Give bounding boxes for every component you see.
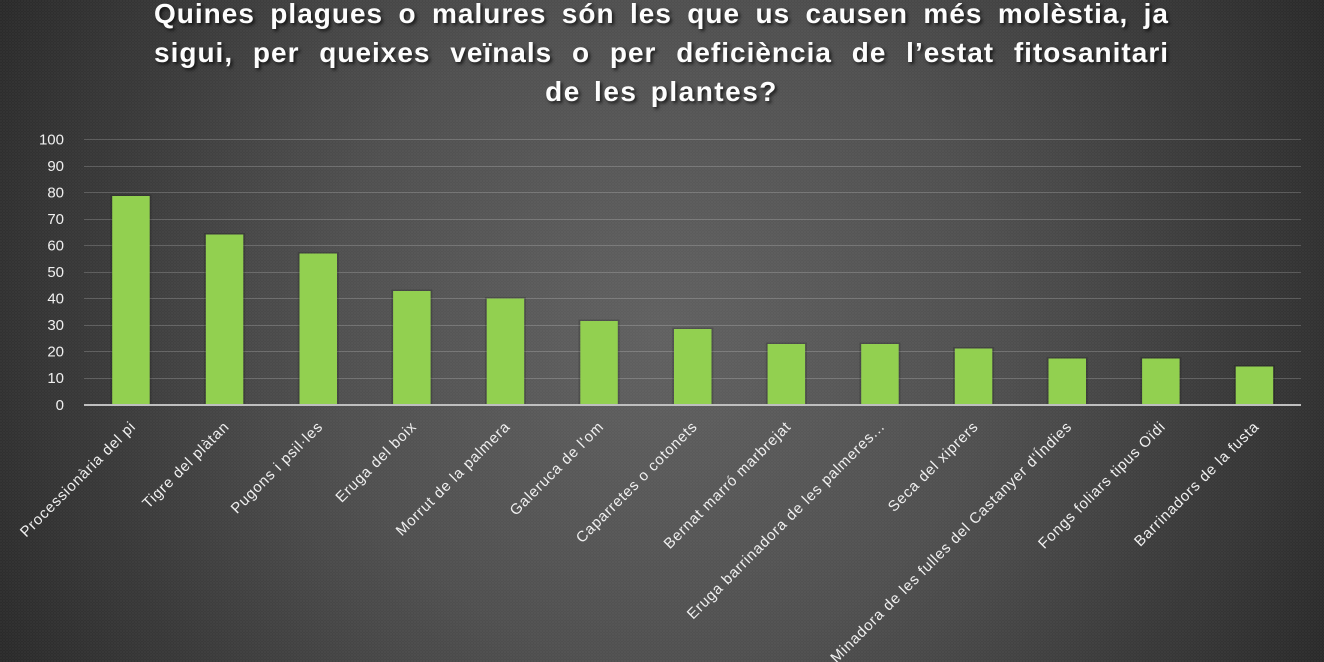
svg-text:Eruga barrinadora de les palme: Eruga barrinadora de les palmeres... <box>684 418 889 623</box>
svg-text:Galeruca de l'om: Galeruca de l'om <box>507 418 608 519</box>
svg-text:Eruga del boix: Eruga del boix <box>332 418 420 506</box>
svg-text:10: 10 <box>47 370 64 387</box>
svg-text:100: 100 <box>39 132 64 149</box>
svg-text:40: 40 <box>47 291 64 308</box>
svg-text:80: 80 <box>47 185 64 202</box>
svg-text:Tigre del plàtan: Tigre del plàtan <box>139 418 233 512</box>
svg-text:Pugons i psil·les: Pugons i psil·les <box>228 418 327 517</box>
svg-text:90: 90 <box>47 158 64 175</box>
svg-text:Processionària del pi: Processionària del pi <box>17 418 139 540</box>
svg-text:60: 60 <box>47 238 64 255</box>
svg-text:0: 0 <box>56 397 64 414</box>
svg-text:20: 20 <box>47 344 64 361</box>
svg-text:70: 70 <box>47 211 64 228</box>
svg-text:30: 30 <box>47 317 64 334</box>
svg-text:50: 50 <box>47 264 64 281</box>
svg-text:Seca del xiprers: Seca del xiprers <box>885 418 982 515</box>
